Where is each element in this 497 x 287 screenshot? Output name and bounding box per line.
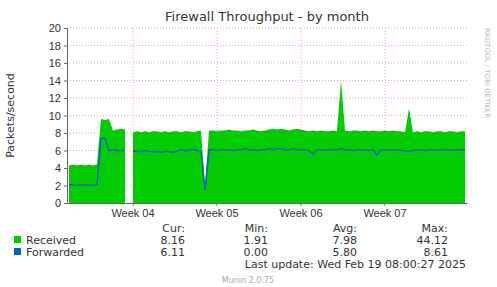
- x-tick-label: Week 05: [195, 207, 238, 219]
- y-tick: 10: [49, 110, 67, 122]
- y-tick: 12: [49, 92, 67, 104]
- chart: 02468101214161820Week 04Week 05Week 06We…: [0, 0, 497, 287]
- last-update: Last update: Wed Feb 19 08:00:27 2025: [245, 258, 466, 271]
- y-tick-label: 4: [55, 162, 61, 174]
- grid-line-y: [67, 63, 467, 64]
- x-tick-mark: [217, 203, 218, 206]
- x-tick: Week 04: [111, 203, 154, 219]
- y-tick-label: 12: [49, 92, 61, 104]
- plot-area: [69, 81, 465, 204]
- y-axis-title: Packets/second: [4, 73, 17, 158]
- y-tick-label: 18: [49, 40, 61, 52]
- y-tick-mark: [64, 46, 67, 47]
- x-tick-mark: [301, 203, 302, 206]
- x-tick-label: Week 06: [279, 207, 322, 219]
- y-tick-label: 14: [49, 75, 61, 87]
- x-tick-label: Week 04: [111, 207, 154, 219]
- grid: [67, 28, 467, 203]
- y-tick-mark: [64, 151, 67, 152]
- x-axis: Week 04 Week 05 Week 06 Week 07: [68, 203, 468, 219]
- generator: Munin 2.0.75: [222, 276, 274, 285]
- grid-line-y: [67, 115, 467, 116]
- x-tick: Week 07: [363, 203, 406, 219]
- watermark: RRDTOOL / TOBI OETIKER: [483, 28, 491, 118]
- y-tick-label: 20: [49, 22, 61, 34]
- grid-line-y: [67, 28, 467, 29]
- y-tick-label: 8: [55, 127, 61, 139]
- grid-line-y: [67, 80, 467, 81]
- y-tick: 18: [49, 40, 67, 52]
- y-tick: 0: [55, 197, 67, 209]
- grid-line-y: [67, 45, 467, 46]
- y-tick: 2: [55, 180, 67, 192]
- legend: Cur:Min:Avg:Max:Received8.161.917.9844.1…: [14, 222, 448, 259]
- y-tick: 6: [55, 145, 67, 157]
- y-tick-mark: [64, 203, 67, 204]
- y-tick-label: 10: [49, 110, 61, 122]
- y-axis: 0 2 4 6 8 10 12 14 16 18 20: [49, 22, 68, 209]
- y-tick-mark: [64, 186, 67, 187]
- y-tick-label: 6: [55, 145, 61, 157]
- y-tick-mark: [64, 63, 67, 64]
- y-tick: 8: [55, 127, 67, 139]
- x-tick: Week 06: [279, 203, 322, 219]
- y-tick-mark: [64, 28, 67, 29]
- y-tick-mark: [64, 168, 67, 169]
- legend-swatch: [14, 248, 21, 255]
- y-axis-line: [67, 29, 68, 204]
- y-tick-mark: [64, 133, 67, 134]
- legend-swatch: [14, 236, 21, 243]
- stats-value: 6.11: [161, 246, 186, 259]
- y-tick-label: 16: [49, 57, 61, 69]
- y-tick: 4: [55, 162, 67, 174]
- title: Firewall Throughput - by month: [165, 9, 369, 24]
- y-tick-mark: [64, 98, 67, 99]
- line-series: [69, 138, 465, 191]
- y-tick: 14: [49, 75, 67, 87]
- x-axis-line: [68, 203, 468, 204]
- x-tick-mark: [133, 203, 134, 206]
- y-tick-label: 0: [55, 197, 61, 209]
- y-tick: 16: [49, 57, 67, 69]
- area-series: [69, 81, 465, 204]
- grid-line-y: [67, 98, 467, 99]
- y-tick-mark: [64, 81, 67, 82]
- x-tick-mark: [385, 203, 386, 206]
- y-tick-label: 2: [55, 180, 61, 192]
- y-tick-mark: [64, 116, 67, 117]
- x-tick-label: Week 07: [363, 207, 406, 219]
- y-tick: 20: [49, 22, 67, 34]
- legend-label: Forwarded: [26, 246, 84, 259]
- x-tick: Week 05: [195, 203, 238, 219]
